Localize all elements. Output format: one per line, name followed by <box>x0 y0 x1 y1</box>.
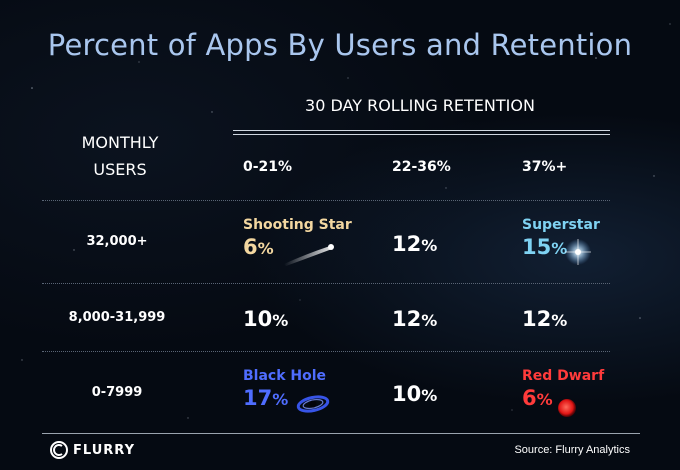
cell-value: 12% <box>392 306 437 334</box>
cell-value: 15% <box>522 234 600 262</box>
cell-value-unit: % <box>421 236 438 255</box>
column-label-mid-retention: 22-36% <box>392 159 451 175</box>
cell-value-number: 15 <box>522 235 552 259</box>
cell-value-unit: % <box>551 311 568 330</box>
row-divider <box>42 283 610 284</box>
cell-value: 10% <box>392 381 437 409</box>
shooting-star-icon <box>284 244 334 266</box>
table-cell: 12% <box>522 306 567 334</box>
source-credit: Source: Flurry Analytics <box>514 444 630 456</box>
red-dwarf-icon <box>558 399 576 417</box>
row-divider <box>42 351 610 352</box>
table-cell: Superstar 15% <box>522 216 600 262</box>
footer-rule <box>42 433 640 434</box>
column-label-low-retention: 0-21% <box>243 159 293 175</box>
cell-value: 10% <box>243 306 288 334</box>
cell-category-name: Red Dwarf <box>522 368 605 384</box>
row-header-line-2: USERS <box>93 160 147 179</box>
row-header: MONTHLY USERS <box>68 129 172 183</box>
cell-value-number: 6 <box>243 235 258 259</box>
cell-value-number: 12 <box>392 232 422 256</box>
table-cell: 10% <box>392 381 437 409</box>
column-group-header: 30 DAY ROLLING RETENTION <box>305 96 535 115</box>
table-cell: 12% <box>392 306 437 334</box>
cell-value-number: 6 <box>522 386 537 410</box>
cell-value-number: 10 <box>243 307 273 331</box>
cell-value-unit: % <box>551 239 568 258</box>
chart-title: Percent of Apps By Users and Retention <box>47 28 633 62</box>
cell-value-unit: % <box>272 311 289 330</box>
cell-value: 6% <box>522 385 604 413</box>
row-label-0-7999: 0-7999 <box>91 385 143 400</box>
flurry-logo-icon <box>50 441 68 459</box>
table-cell: Red Dwarf 6% <box>522 367 604 413</box>
cell-value: 17% <box>243 385 326 413</box>
superstar-icon <box>565 239 591 265</box>
cell-value-number: 10 <box>392 382 422 406</box>
row-label-8000-31999: 8,000-31,999 <box>68 310 166 325</box>
cell-value-number: 12 <box>392 307 422 331</box>
table-cell: Shooting Star 6% <box>243 216 352 262</box>
cell-category-name: Black Hole <box>243 368 327 384</box>
table-cell: 12% <box>392 231 437 259</box>
black-hole-icon <box>296 395 330 413</box>
row-header-line-1: MONTHLY <box>81 133 159 152</box>
table-cell: 10% <box>243 306 288 334</box>
flurry-logo-text: FLURRY <box>73 442 135 458</box>
cell-value-unit: % <box>536 390 553 409</box>
cell-value-number: 17 <box>243 386 273 410</box>
header-double-rule <box>233 130 610 135</box>
row-label-32000-plus: 32,000+ <box>86 234 148 249</box>
cell-value: 12% <box>522 306 567 334</box>
table-cell: Black Hole 17% <box>243 367 326 413</box>
column-label-high-retention: 37%+ <box>522 159 568 175</box>
cell-value-number: 12 <box>522 307 552 331</box>
cell-value: 12% <box>392 231 437 259</box>
cell-value-unit: % <box>257 239 274 258</box>
cell-category-name: Shooting Star <box>243 217 352 233</box>
cell-category-name: Superstar <box>522 217 600 233</box>
cell-value: 6% <box>243 234 352 262</box>
cell-value-unit: % <box>421 386 438 405</box>
cell-value-unit: % <box>421 311 438 330</box>
row-divider <box>42 200 610 201</box>
cell-value-unit: % <box>272 390 289 409</box>
flurry-logo: FLURRY <box>50 441 135 459</box>
